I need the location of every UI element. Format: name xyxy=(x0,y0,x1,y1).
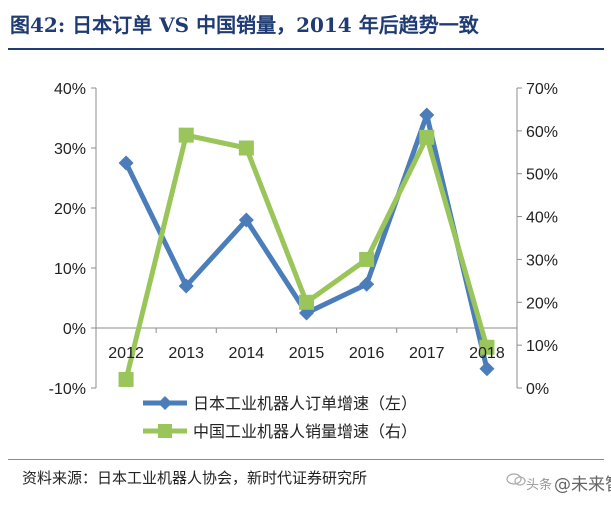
line-chart: -10% 0% 10% 20% 30% 40% 0% 10% 20% 30% 40% 50% 60% 70… xyxy=(49,81,558,441)
legend-marker xyxy=(158,424,172,438)
left-y-tick-label: 10% xyxy=(54,261,86,278)
china-sales-point xyxy=(238,140,254,156)
speech-bubble-icon xyxy=(506,473,526,486)
japan-orders-point xyxy=(419,107,435,123)
figure-title: 图42: 日本订单 VS 中国销量，2014 年后趋势一致 xyxy=(10,13,479,37)
left-y-tick-label: -10% xyxy=(49,381,86,398)
x-tick-label: 2014 xyxy=(229,345,265,362)
x-tick-label: 2012 xyxy=(108,345,144,362)
right-y-tick-label: 60% xyxy=(526,124,558,141)
legend-label: 中国工业机器人销量增速（右） xyxy=(193,422,417,441)
x-tick-label: 2018 xyxy=(469,345,505,362)
right-y-tick-label: 50% xyxy=(526,167,558,184)
right-y-tick-label: 20% xyxy=(526,295,558,312)
right-y-tick-label: 30% xyxy=(526,252,558,269)
japan-orders-point xyxy=(359,276,375,292)
x-tick-label: 2015 xyxy=(289,345,325,362)
title-bar: 图42: 日本订单 VS 中国销量，2014 年后趋势一致 xyxy=(0,0,611,50)
japan-orders-point xyxy=(178,278,194,294)
china-sales-point xyxy=(479,339,495,355)
japan-orders-point xyxy=(118,155,134,171)
watermark-brand: @未来智库 xyxy=(554,475,611,495)
watermark-prefix: 头条 xyxy=(526,478,553,493)
japan-orders-point xyxy=(479,361,495,377)
left-y-tick-label: 40% xyxy=(54,81,86,98)
china-sales-point xyxy=(118,371,134,387)
right-y-tick-label: 40% xyxy=(526,210,558,227)
legend-label: 日本工业机器人订单增速（左） xyxy=(193,394,417,413)
left-y-tick-label: 20% xyxy=(54,201,86,218)
watermark: 头条 @未来智库 xyxy=(498,468,611,496)
china-sales-point xyxy=(359,251,375,267)
legend-marker xyxy=(158,396,172,410)
x-tick-label: 2016 xyxy=(349,345,385,362)
china-sales-point xyxy=(178,127,194,143)
source-divider xyxy=(8,459,604,460)
source-note: 资料来源：日本工业机器人协会，新时代证券研究所 xyxy=(22,469,368,487)
right-y-tick-label: 0% xyxy=(526,381,549,398)
right-y-tick-label: 10% xyxy=(526,338,558,355)
title-divider xyxy=(8,48,604,50)
x-tick-label: 2013 xyxy=(168,345,204,362)
left-y-tick-label: 30% xyxy=(54,141,86,158)
left-y-tick-label: 0% xyxy=(63,321,86,338)
x-tick-label: 2017 xyxy=(409,345,445,362)
series-line-china-sales xyxy=(123,132,490,381)
china-sales-point xyxy=(419,129,435,145)
china-sales-point xyxy=(299,294,314,310)
japan-orders-point xyxy=(238,212,254,228)
right-y-tick-label: 70% xyxy=(526,81,558,98)
